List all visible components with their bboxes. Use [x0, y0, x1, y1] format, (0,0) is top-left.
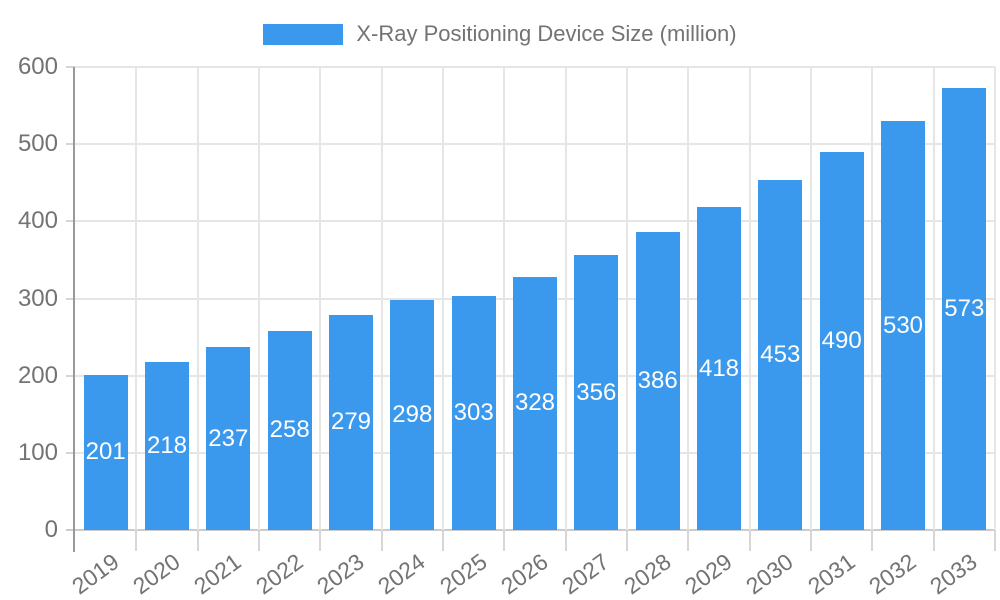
y-axis-tick [66, 220, 75, 223]
y-axis-tick [66, 451, 75, 454]
h-gridline [75, 143, 995, 146]
v-gridline [258, 67, 260, 530]
y-axis-label: 200 [17, 361, 58, 389]
bar[interactable]: 453 [758, 180, 803, 530]
v-gridline [810, 67, 812, 530]
v-gridline [442, 67, 444, 530]
y-axis-label: 400 [17, 207, 58, 235]
bar[interactable]: 303 [451, 296, 496, 530]
bar-value-label: 218 [146, 431, 188, 459]
x-axis-tick [442, 530, 444, 551]
v-gridline [564, 67, 567, 530]
v-gridline [319, 67, 322, 530]
y-axis-line [73, 67, 75, 552]
v-gridline [503, 67, 506, 530]
y-axis-label: 500 [17, 130, 58, 158]
v-gridline [626, 67, 628, 530]
x-axis-tick [748, 530, 751, 551]
x-axis-tick [135, 530, 138, 551]
chart-legend[interactable]: X-Ray Positioning Device Size (million) [0, 22, 1000, 46]
x-axis-tick [503, 530, 506, 551]
y-axis-tick [66, 374, 75, 377]
x-axis-tick [258, 530, 260, 551]
bar[interactable]: 328 [513, 276, 557, 530]
v-gridline [135, 67, 138, 530]
bar[interactable]: 201 [83, 374, 128, 530]
bar[interactable]: 279 [329, 314, 373, 530]
x-axis-tick [871, 530, 874, 551]
bar-value-label: 386 [637, 367, 678, 395]
bar[interactable]: 298 [390, 300, 435, 530]
bar[interactable]: 258 [267, 330, 312, 530]
x-axis-baseline [66, 529, 995, 531]
v-gridline [687, 67, 690, 530]
bar-value-label: 573 [944, 294, 985, 322]
y-axis-label: 600 [17, 53, 58, 80]
bar-value-label: 279 [330, 408, 372, 436]
x-axis-tick [380, 530, 383, 551]
x-axis-tick [810, 530, 812, 551]
bar-value-label: 490 [821, 326, 862, 354]
x-axis-tick [626, 530, 628, 551]
x-axis-tick [994, 530, 996, 551]
legend-label: X-Ray Positioning Device Size (million) [356, 21, 737, 46]
x-axis-tick [687, 530, 690, 551]
v-gridline [196, 67, 199, 530]
y-axis-label: 100 [17, 438, 58, 466]
y-axis-label: 0 [44, 516, 58, 543]
y-axis-tick [66, 143, 75, 146]
x-axis-tick [196, 530, 199, 551]
h-gridline [75, 220, 995, 223]
v-gridline [871, 67, 874, 530]
bar[interactable]: 573 [942, 87, 987, 530]
bar-value-label: 258 [269, 416, 310, 444]
bar-value-label: 530 [882, 311, 924, 339]
bar-value-label: 201 [85, 438, 126, 466]
bar[interactable]: 237 [206, 347, 251, 530]
bar-value-label: 453 [760, 341, 801, 369]
y-axis-tick [66, 297, 75, 300]
bar-value-label: 298 [392, 401, 433, 428]
bar[interactable]: 530 [881, 121, 925, 530]
x-axis-tick [932, 530, 935, 551]
bar[interactable]: 356 [574, 255, 619, 530]
h-gridline [75, 66, 995, 68]
bar-value-label: 328 [514, 389, 556, 417]
y-axis-tick [66, 66, 75, 68]
v-gridline [932, 67, 935, 530]
y-axis-label: 300 [17, 284, 58, 312]
legend-swatch [263, 23, 344, 45]
bar-value-label: 356 [576, 378, 617, 406]
x-axis-tick [564, 530, 567, 551]
bar-value-label: 237 [208, 424, 249, 452]
bar-value-label: 303 [453, 399, 494, 427]
bar[interactable]: 386 [635, 232, 680, 530]
v-gridline [994, 67, 996, 530]
v-gridline [748, 67, 751, 530]
bar[interactable]: 218 [145, 361, 189, 530]
bar[interactable]: 418 [697, 207, 741, 530]
x-axis-tick [319, 530, 322, 551]
bar-value-label: 418 [698, 354, 740, 382]
v-gridline [380, 67, 383, 530]
bar[interactable]: 490 [819, 151, 864, 530]
x-axis-label: 2019 [66, 548, 124, 600]
